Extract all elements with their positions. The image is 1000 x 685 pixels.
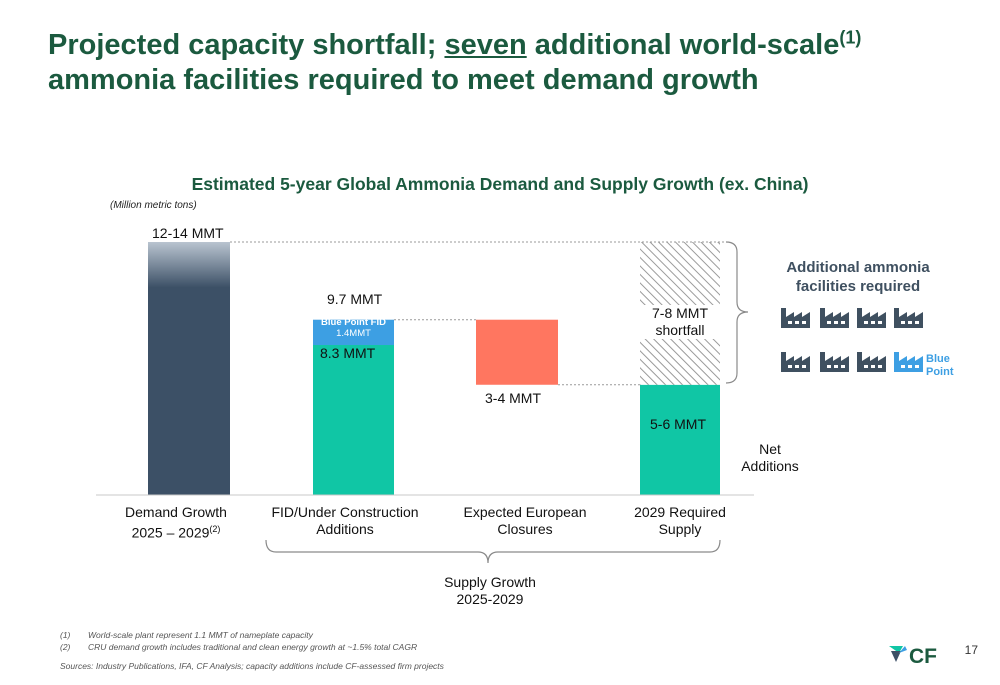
title-emphasis: seven: [444, 29, 527, 61]
category-label-demand-line1: Demand Growth: [125, 504, 227, 520]
factory-icon: [857, 308, 886, 328]
factory-icon: [820, 308, 849, 328]
net-additions-bar: [640, 384, 720, 495]
category-label-fid: FID/Under Construction Additions: [250, 504, 440, 538]
demand-growth-bar: [148, 242, 230, 495]
blue-point-fid-value: 1.4MMT: [336, 328, 371, 339]
category-label-closures: Expected European Closures: [430, 504, 620, 538]
logo-text: CF: [909, 645, 937, 668]
supply-growth-label: Supply Growth 2025-2029: [420, 574, 560, 608]
demand-bar-label: 12-14 MMT: [152, 225, 224, 241]
net-additions-line1: Net: [759, 441, 781, 457]
units-note: (Million metric tons): [110, 200, 197, 211]
title-text-2: additional world-scale: [526, 29, 840, 61]
factory-icon: [857, 352, 886, 372]
category-label-demand: Demand Growth 2025 – 2029(2): [92, 504, 260, 542]
footnote-2: (2) CRU demand growth includes traditiona…: [60, 642, 418, 652]
blue-point-fid-label: Blue Point FID 1.4MMT: [313, 317, 394, 339]
category-label-required-supply-line2: Supply: [658, 521, 702, 537]
shortfall-value: 7-8 MMT: [652, 305, 708, 321]
category-label-demand-line2: 2025 – 2029: [131, 524, 210, 541]
supply-growth-line1: Supply Growth: [444, 574, 536, 590]
factory-icon: [894, 308, 923, 328]
callout-line2: facilities required: [795, 278, 921, 295]
cf-logo: CF: [887, 640, 945, 668]
category-label-required-supply-line1: 2029 Required: [634, 504, 726, 520]
category-label-closures-line2: Closures: [497, 521, 553, 537]
sources-note: Sources: Industry Publications, IFA, CF …: [60, 661, 444, 671]
shortfall-bracket: [725, 241, 749, 384]
european-closures-bar: [476, 319, 558, 385]
blue-point-callout-label: Blue Point: [926, 353, 954, 379]
category-footnote-ref: (2): [209, 524, 221, 534]
factory-icon: [820, 352, 849, 372]
supply-growth-line2: 2025-2029: [456, 591, 524, 607]
net-additions-line2: Additions: [741, 458, 799, 474]
blue-point-fid-title: Blue Point FID: [321, 317, 386, 328]
blue-point-factory-icon: [894, 352, 923, 372]
fid-total-label: 9.7 MMT: [327, 291, 383, 307]
fid-bar: [313, 345, 394, 495]
factory-icon: [781, 352, 810, 372]
category-label-required-supply: 2029 Required Supply: [600, 504, 760, 538]
category-label-fid-line2: Additions: [316, 521, 374, 537]
callout-line1: Additional ammonia: [786, 259, 930, 276]
net-additions-bar-label: 5-6 MMT: [650, 416, 706, 432]
net-additions-label: Net Additions: [736, 441, 804, 475]
chart-title: Estimated 5-year Global Ammonia Demand a…: [191, 174, 809, 194]
fid-bar-label: 8.3 MMT: [320, 345, 376, 361]
closures-bar-label: 3-4 MMT: [485, 390, 541, 406]
blue-point-line2: Point: [926, 366, 954, 378]
additional-facilities-callout: Additional ammonia facilities required: [766, 258, 950, 296]
title-text-1: Projected capacity shortfall;: [48, 29, 445, 61]
title-footnote-ref: (1): [839, 27, 862, 48]
shortfall-word: shortfall: [655, 322, 705, 338]
category-label-fid-line1: FID/Under Construction: [271, 504, 419, 520]
page-number: 17: [964, 643, 978, 657]
factory-icon: [781, 308, 810, 328]
title-text-line2: ammonia facilities required to meet dema…: [48, 64, 759, 96]
footnote-1: (1) World-scale plant represent 1.1 MMT o…: [60, 630, 313, 640]
slide-title: Projected capacity shortfall; seven addi…: [48, 28, 968, 98]
category-label-closures-line1: Expected European: [463, 504, 587, 520]
blue-point-line1: Blue: [926, 353, 950, 365]
blue-point-fid-bar: [313, 319, 394, 346]
shortfall-label: 7-8 MMT shortfall: [640, 305, 720, 339]
supply-growth-bracket: [265, 539, 721, 564]
